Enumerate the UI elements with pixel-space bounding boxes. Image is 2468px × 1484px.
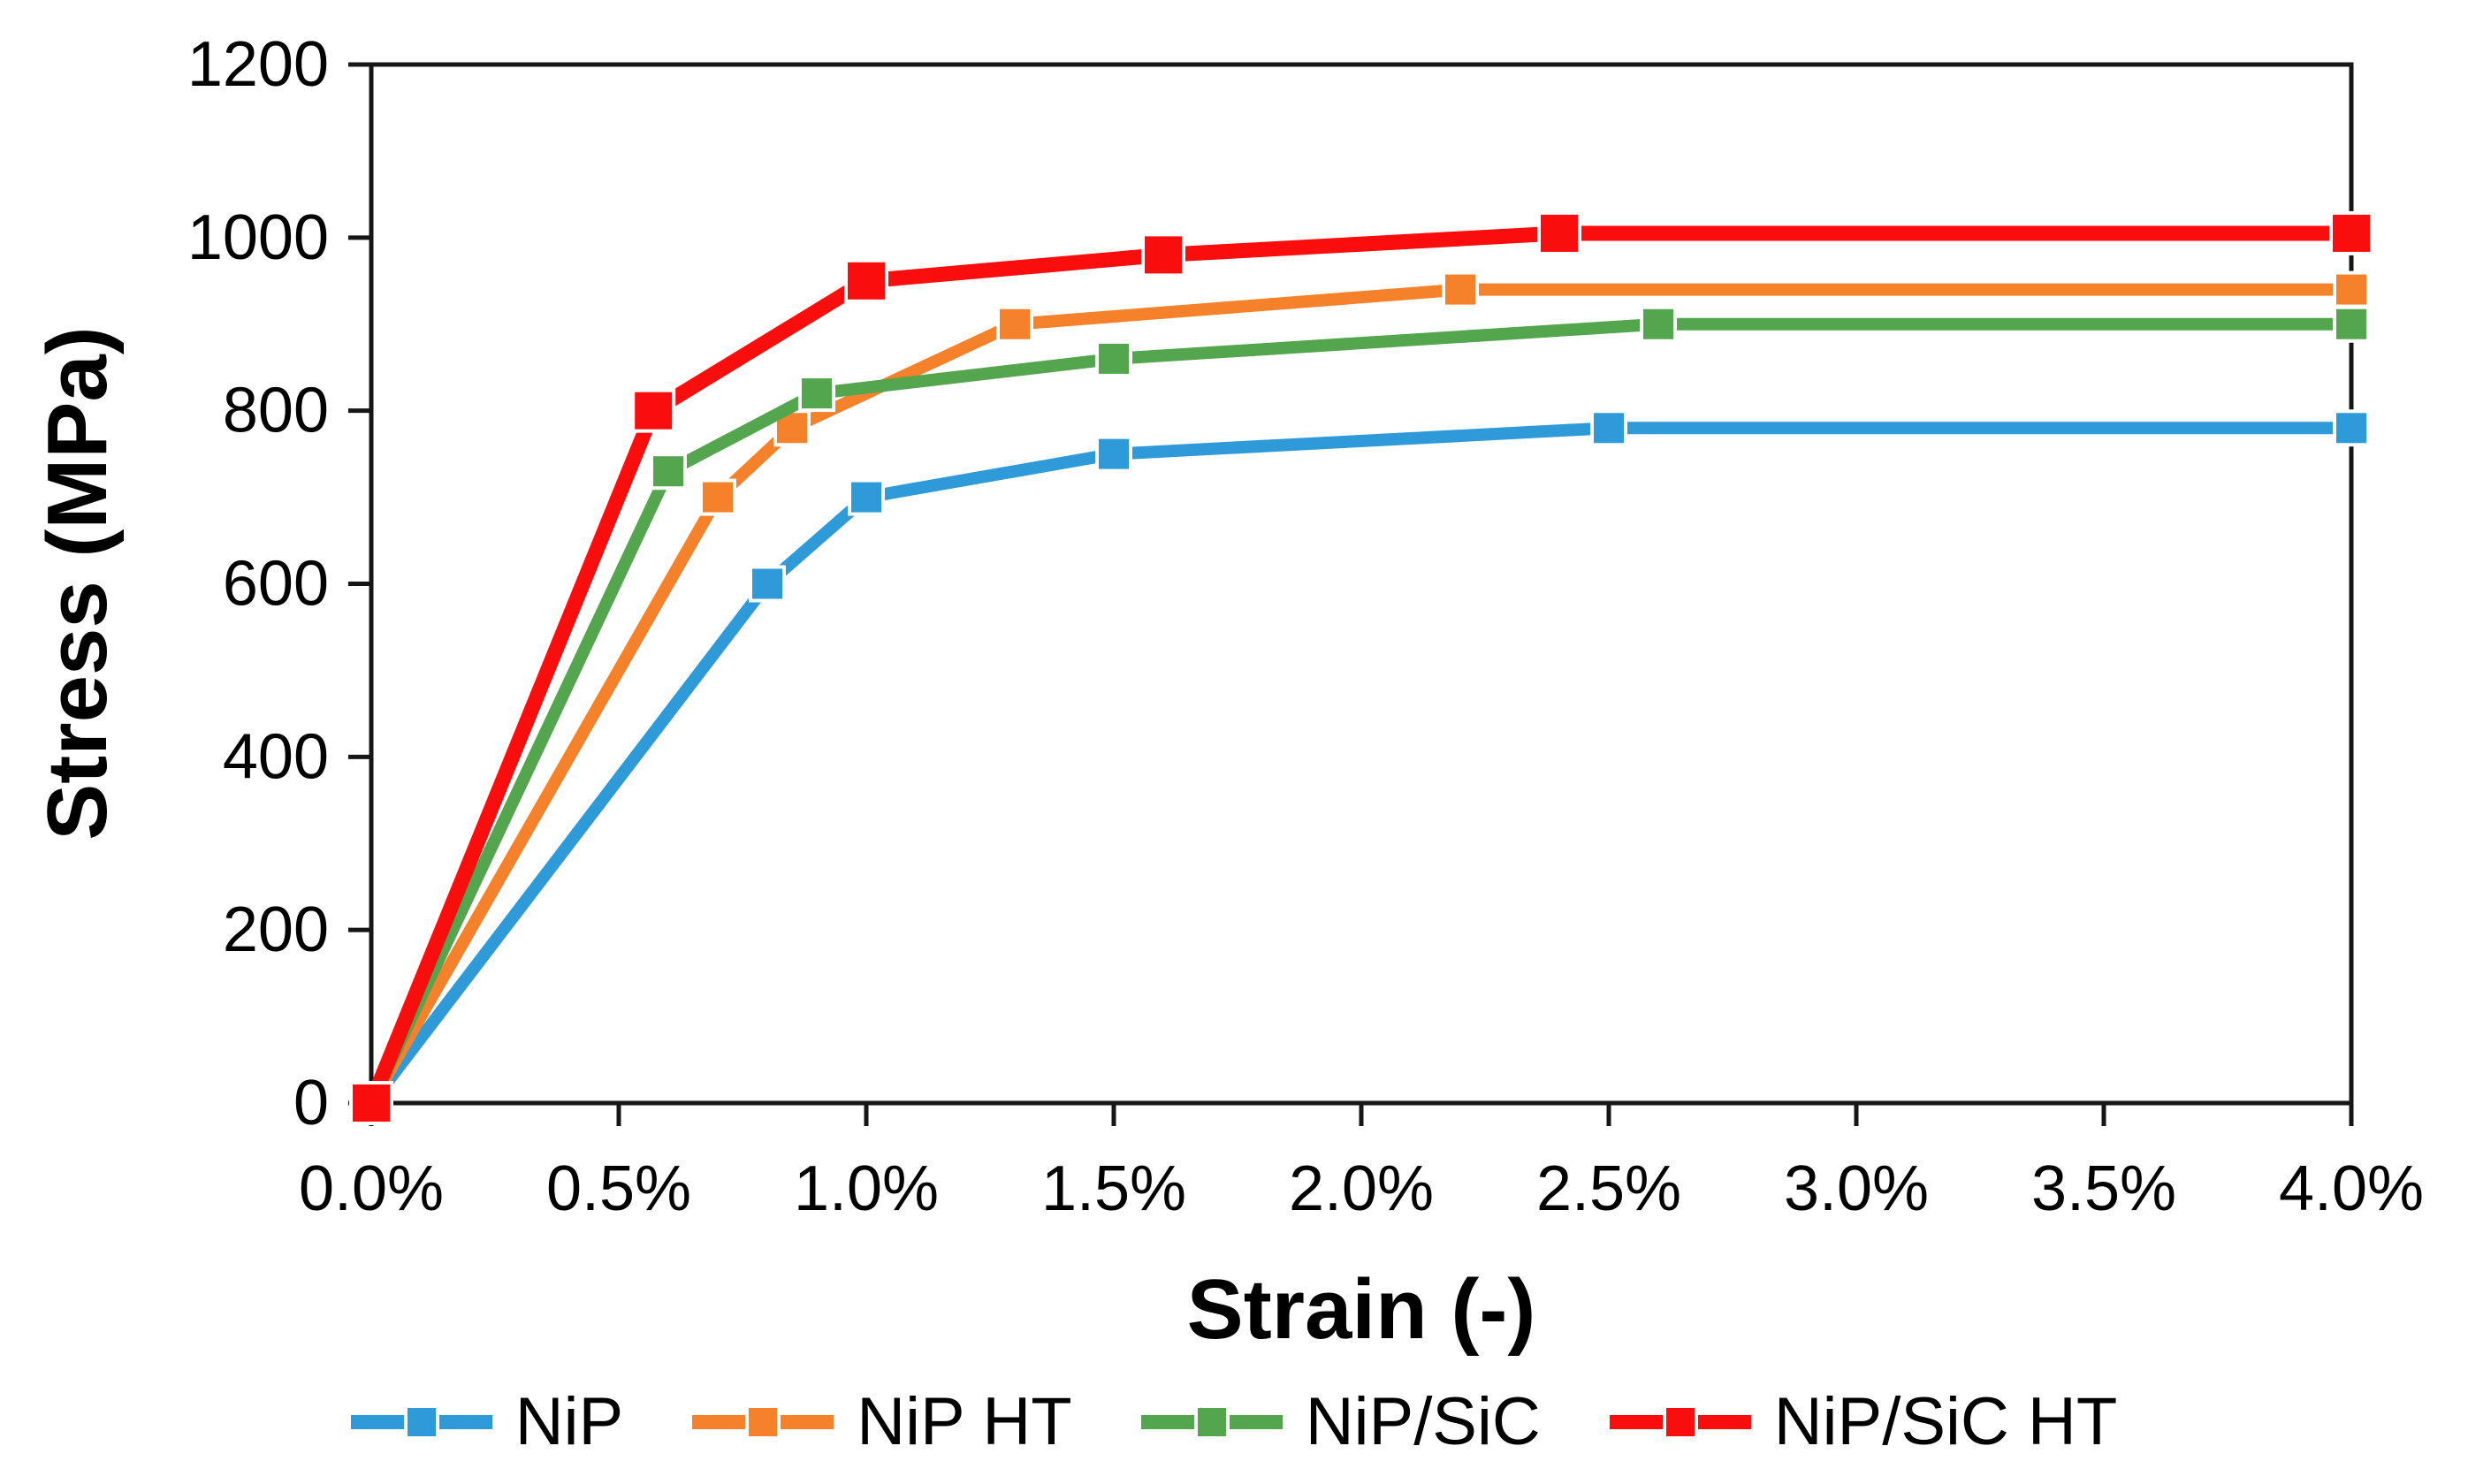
series-marker-nip-sic-ht [2329,210,2373,255]
x-tick-label: 4.0% [2279,1153,2424,1224]
x-tick-label: 3.5% [2031,1153,2176,1224]
series-marker-nip-sic [1095,339,1132,377]
x-tick-label: 2.5% [1536,1153,1681,1224]
x-axis-title: Strain (-) [1186,1262,1536,1357]
y-tick-label: 1000 [187,202,329,273]
legend-item-nip-ht: NiP HT [692,1383,1072,1460]
y-axis-title: Stress (MPa) [30,326,125,841]
legend-marker-icon [692,1399,834,1445]
legend-square [745,1404,781,1440]
legend-label: NiP [514,1384,624,1459]
series-marker-nip [2333,409,2370,447]
series-marker-nip-ht [2333,270,2370,308]
series-marker-nip [749,565,786,603]
legend-marker-icon [1140,1399,1283,1445]
legend-label: NiP/SiC HT [1773,1384,2118,1459]
series-marker-nip-ht [996,305,1033,343]
x-tick-label: 3.0% [1784,1153,1929,1224]
series-line-nip-sic-ht [364,225,2351,1107]
legend-square [403,1404,439,1440]
legend-item-nip-sic: NiP/SiC [1140,1383,1541,1460]
x-tick-label: 1.5% [1041,1153,1186,1224]
series-marker-nip-sic-ht [844,258,888,303]
series-marker-nip [848,478,885,516]
legend-square [1193,1404,1230,1440]
series-line-nip [366,422,2351,1107]
y-tick-label: 1200 [187,29,329,100]
legend-marker-icon [1609,1399,1751,1445]
y-tick-label: 400 [223,721,329,792]
series-line-nip-ht [365,283,2351,1107]
y-tick-label: 200 [223,894,329,965]
series-marker-nip-sic-ht [349,1081,393,1125]
series-marker-nip-sic [650,453,687,491]
series-line-nip-sic [365,317,2351,1106]
legend-label: NiP/SiC [1305,1384,1541,1459]
series-marker-nip-sic [1640,305,1677,343]
series-marker-nip-ht [699,478,736,516]
series-marker-nip [1095,435,1132,473]
x-tick-label: 1.0% [794,1153,939,1224]
legend-marker-icon [350,1399,492,1445]
series-marker-nip-sic-ht [631,388,676,433]
x-tick-label: 2.0% [1289,1153,1434,1224]
y-tick-label: 0 [293,1068,329,1138]
legend-square [1662,1404,1698,1440]
series-marker-nip [1590,409,1627,447]
legend-item-nip-sic-ht: NiP/SiC HT [1609,1383,2118,1460]
series-marker-nip-ht [1442,270,1479,308]
series-marker-nip-sic [798,375,835,413]
y-tick-label: 600 [223,549,329,620]
legend-label: NiP HT [857,1384,1072,1459]
series-marker-nip-sic-ht [1141,232,1185,278]
legend: NiP NiP HT NiP/SiC NiP/SiC HT [0,1383,2468,1460]
series-marker-nip-sic [2333,305,2370,343]
x-tick-label: 0.0% [299,1153,444,1224]
x-tick-label: 0.5% [546,1153,691,1224]
y-tick-label: 800 [223,376,329,446]
legend-item-nip: NiP [350,1383,624,1460]
series-marker-nip-sic-ht [1537,210,1581,255]
